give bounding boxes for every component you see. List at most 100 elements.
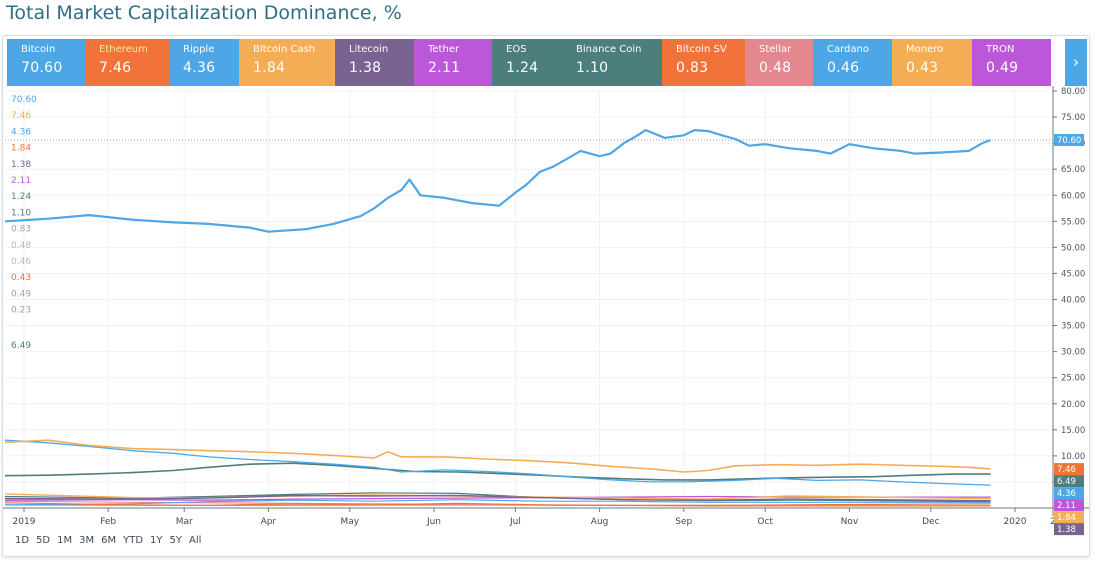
coin-tile-value: 1.24: [506, 60, 539, 76]
legend-value: 1.24: [11, 192, 31, 202]
x-tick-label: 2019: [13, 517, 36, 527]
x-tick-label: May: [341, 517, 360, 527]
coin-tile-name: Stellar: [759, 44, 792, 55]
range-button-1d[interactable]: 1D: [15, 535, 30, 546]
y-tick-label: 30.00: [1061, 348, 1085, 358]
legend-value: 1.84: [11, 144, 31, 154]
range-button-5y[interactable]: 5Y: [169, 535, 183, 546]
legend-value: 0.23: [11, 306, 31, 316]
coin-tiles: Bitcoin 70.60 Ethereum 7.46 Ripple 4.36 Bitcoi…: [7, 39, 1051, 86]
y-tick-label: 65.00: [1061, 165, 1085, 175]
legend-value: 0.83: [11, 225, 31, 235]
x-tick-label: Sep: [675, 517, 692, 527]
last-value-tag: [1054, 475, 1084, 488]
coin-tile-name: Bitcoin SV: [676, 44, 727, 55]
x-tick-label: Apr: [261, 517, 277, 527]
y-tick-label: 35.00: [1061, 322, 1085, 332]
series-line-bitcoin[interactable]: [4, 129, 991, 233]
series-line-binance-coin[interactable]: [4, 499, 991, 506]
series-line-litecoin[interactable]: [4, 494, 991, 502]
last-value-label: 1.38: [1057, 525, 1076, 535]
coin-tile-ethereum[interactable]: Ethereum 7.46: [85, 39, 169, 86]
coin-tile-value: 7.46: [99, 60, 132, 76]
y-tick-label: 45.00: [1061, 269, 1085, 279]
chevron-right-icon: ›: [1073, 53, 1079, 71]
range-button-1m[interactable]: 1M: [57, 535, 73, 546]
coin-tile-name: Bitcoin Cash: [253, 44, 316, 55]
coin-tile-value: 0.49: [986, 60, 1019, 76]
coin-tile-value: 0.48: [759, 60, 792, 76]
coin-tile-name: Tether: [428, 44, 460, 55]
coin-tile-name: EOS: [506, 44, 527, 55]
coin-tile-stellar[interactable]: Stellar 0.48: [745, 39, 813, 86]
coin-tile-name: Binance Coin: [576, 44, 642, 55]
series-line-tether[interactable]: [4, 462, 991, 481]
coin-tile-bitcoin-cash[interactable]: Bitcoin Cash 1.84: [239, 39, 335, 86]
dominance-chart[interactable]: 5.0010.0015.0020.0025.0030.0035.0040.004…: [3, 36, 1089, 556]
coin-tile-name: Monero: [906, 44, 944, 55]
x-tick-label: Jul: [509, 517, 521, 527]
y-tick-label: 75.00: [1061, 113, 1085, 123]
range-button-3m[interactable]: 3M: [79, 535, 95, 546]
x-tick-label: Feb: [100, 517, 116, 527]
last-value-tag: [1054, 499, 1084, 512]
coin-tile-value: 0.46: [827, 60, 860, 76]
last-value-label: 4.36: [1057, 489, 1076, 499]
y-tick-label: 25.00: [1061, 374, 1085, 384]
x-tick-label: Nov: [841, 517, 859, 527]
range-selector: 1D 5D 1M 3M 6M YTD 1Y 5Y All: [15, 535, 208, 546]
y-tick-label: 55.00: [1061, 217, 1085, 227]
coin-tile-cardano[interactable]: Cardano 0.46: [813, 39, 892, 86]
coin-tile-bitcoin[interactable]: Bitcoin 70.60: [7, 39, 85, 86]
x-tick-label: Mar: [176, 517, 193, 527]
coin-tile-litecoin[interactable]: Litecoin 1.38: [335, 39, 414, 86]
last-value-label: 2.11: [1057, 501, 1076, 511]
coin-tile-tether[interactable]: Tether 2.11: [414, 39, 492, 86]
coin-tile-value: 1.10: [576, 60, 609, 76]
series-line-ripple[interactable]: [4, 439, 991, 486]
legend-value: 4.36: [11, 127, 31, 137]
y-tick-label: 40.00: [1061, 296, 1085, 306]
coin-tile-monero[interactable]: Monero 0.43: [892, 39, 972, 86]
coin-tile-value: 70.60: [21, 60, 63, 76]
last-value-label: 1.84: [1057, 513, 1076, 523]
x-tick-label: 2: [1050, 517, 1056, 527]
coin-tile-ripple[interactable]: Ripple 4.36: [169, 39, 239, 86]
y-tick-label: 20.00: [1061, 400, 1085, 410]
coin-tile-name: Ethereum: [99, 44, 148, 55]
y-tick-label: 50.00: [1061, 243, 1085, 253]
last-value-label: 7.46: [1057, 465, 1076, 475]
last-value-label: 70.60: [1057, 136, 1081, 146]
coin-tile-eos[interactable]: EOS 1.24: [492, 39, 562, 86]
range-button-1y[interactable]: 1Y: [150, 535, 163, 546]
legend-value: 0.48: [11, 241, 31, 251]
y-tick-label: 60.00: [1061, 191, 1085, 201]
x-tick-label: Jun: [426, 517, 441, 527]
series-line-ethereum[interactable]: [4, 439, 991, 473]
last-value-tag: [1054, 463, 1084, 476]
coin-tile-value: 0.43: [906, 60, 939, 76]
range-button-ytd[interactable]: YTD: [123, 535, 144, 546]
series-line-bitcoin-sv[interactable]: [4, 502, 991, 506]
range-button-6m[interactable]: 6M: [101, 535, 117, 546]
legend-value: 7.46: [11, 111, 31, 121]
last-value-tag: [1054, 511, 1084, 524]
x-tick-label: Dec: [922, 517, 939, 527]
coin-tile-value: 1.84: [253, 60, 286, 76]
coin-tile-value: 4.36: [183, 60, 216, 76]
range-button-5d[interactable]: 5D: [36, 535, 51, 546]
y-tick-label: 15.00: [1061, 426, 1085, 436]
coin-tile-bitcoin-sv[interactable]: Bitcoin SV 0.83: [662, 39, 745, 86]
next-tiles-button[interactable]: ›: [1065, 39, 1087, 86]
legend-value: 1.38: [11, 160, 31, 170]
last-value-label: 6.49: [1057, 477, 1076, 487]
legend-value: 0.46: [11, 257, 31, 267]
x-tick-label: 2020: [1004, 517, 1027, 527]
series-line-eos[interactable]: [4, 492, 991, 503]
legend-value: 70.60: [11, 95, 37, 105]
coin-tile-binance-coin[interactable]: Binance Coin 1.10: [562, 39, 662, 86]
range-button-all[interactable]: All: [189, 535, 202, 546]
coin-tile-tron[interactable]: TRON 0.49: [972, 39, 1051, 86]
series-line-tron[interactable]: [4, 495, 991, 501]
legend-value: 0.43: [11, 273, 31, 283]
